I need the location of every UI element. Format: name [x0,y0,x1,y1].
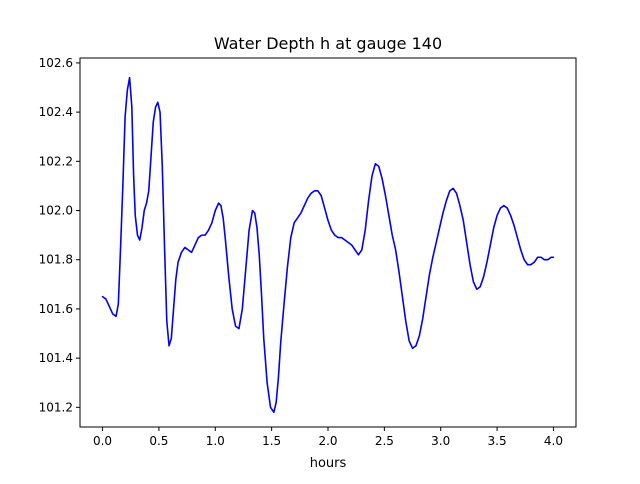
y-tick-label: 102.0 [39,204,73,218]
y-tick-label: 101.4 [39,351,73,365]
x-tick-label: 1.0 [206,434,225,448]
x-tick-label: 0.5 [149,434,168,448]
plot-area [101,76,555,414]
y-tick-label: 102.6 [39,56,73,70]
y-tick-label: 101.2 [39,400,73,414]
x-tick-label: 0.0 [93,434,112,448]
y-tick-label: 102.4 [39,105,73,119]
x-axis: 0.0 0.5 1.0 1.5 2.0 2.5 3.0 3.5 4.0 [93,427,563,448]
y-tick-label: 101.6 [39,302,73,316]
y-tick-label: 102.2 [39,154,73,168]
x-axis-label: hours [310,456,347,471]
chart-title: Water Depth h at gauge 140 [214,34,442,53]
x-tick-label: 4.0 [544,434,563,448]
x-tick-label: 1.5 [262,434,281,448]
x-tick-label: 3.5 [488,434,507,448]
x-tick-label: 3.0 [431,434,450,448]
y-axis: 101.2 101.4 101.6 101.8 102.0 102.2 102.4 102.6 [39,56,80,414]
x-tick-label: 2.5 [375,434,394,448]
series-line-0 [101,76,555,414]
y-tick-label: 101.8 [39,253,73,267]
x-tick-label: 2.0 [318,434,337,448]
